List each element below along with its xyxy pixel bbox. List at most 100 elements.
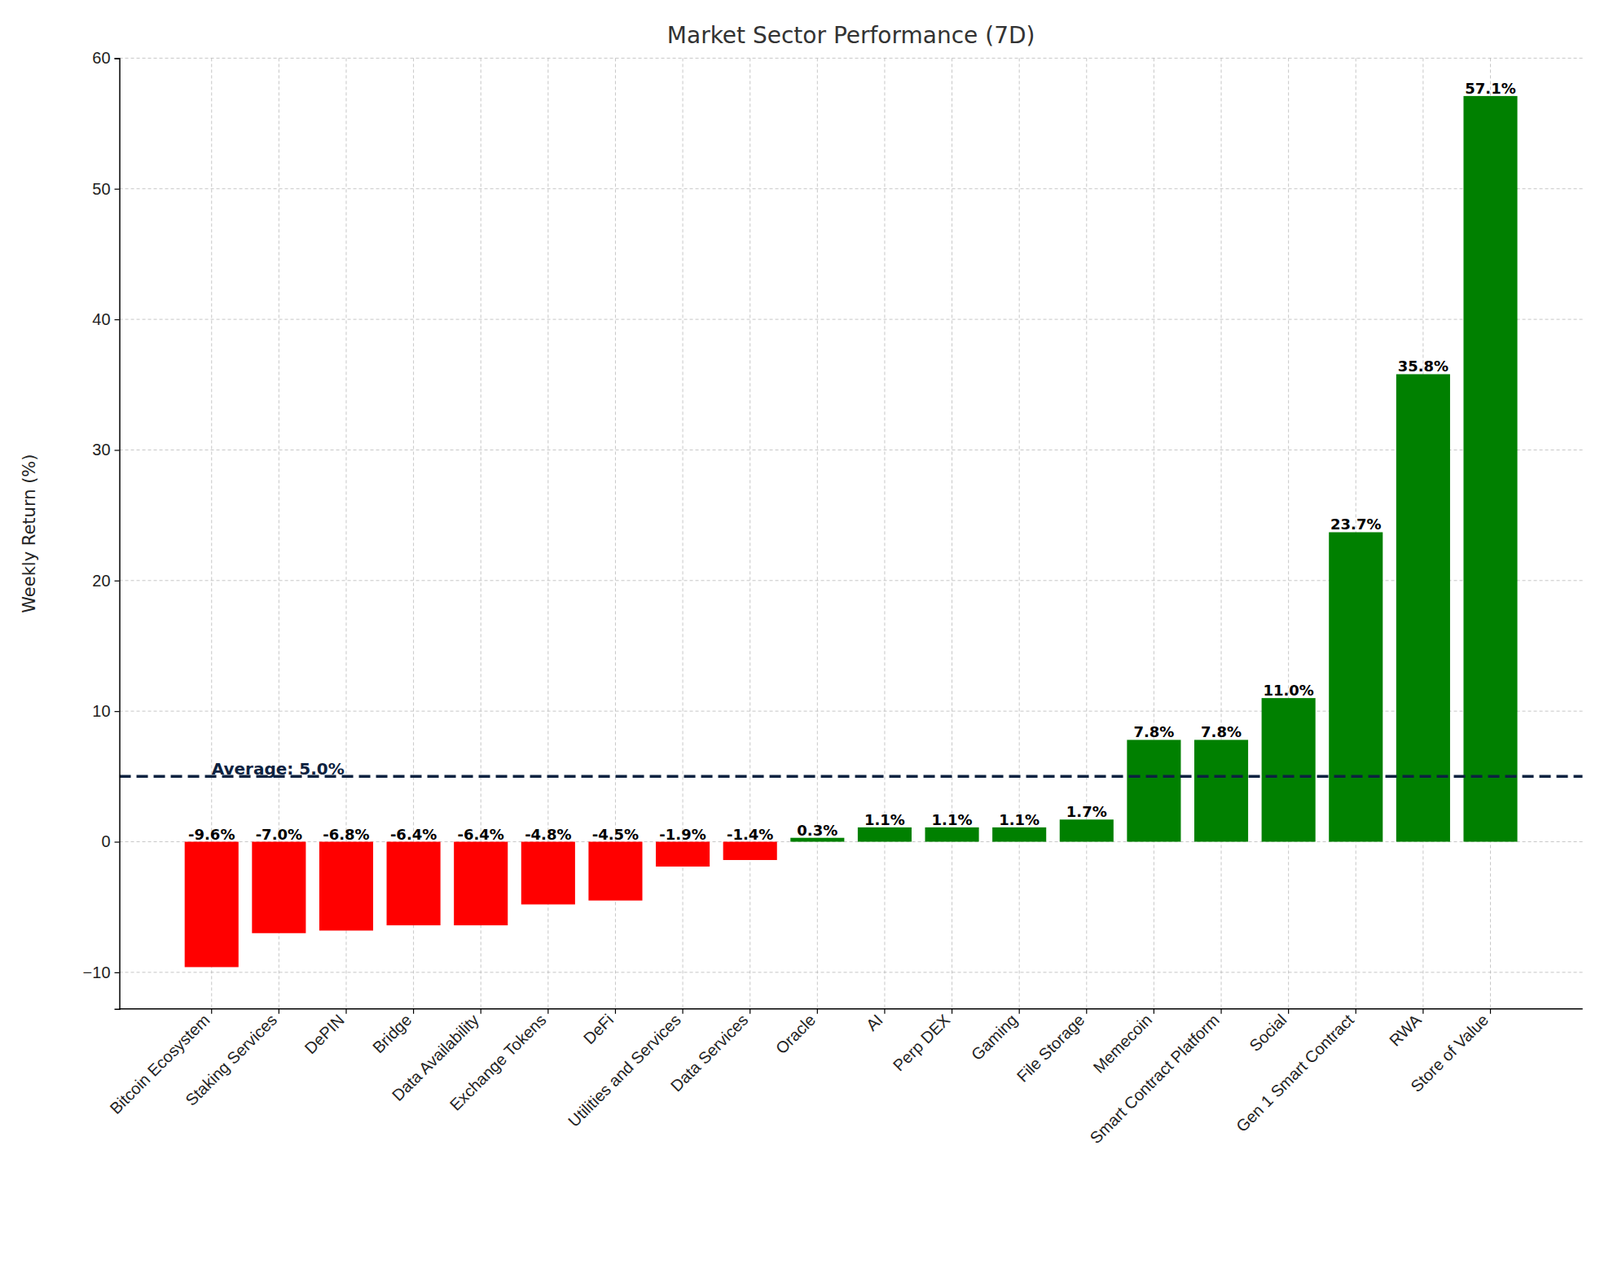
x-tick-label: AI	[862, 1010, 887, 1035]
y-tick: −10	[83, 963, 120, 982]
bar	[453, 842, 508, 927]
y-tick-mark	[114, 580, 120, 582]
bar	[1194, 739, 1249, 842]
x-tick: Staking Services	[181, 1009, 281, 1110]
y-tick: 0	[101, 832, 119, 851]
x-tick: Gen 1 Smart Contract	[1232, 1009, 1358, 1136]
x-tick: Social	[1245, 1009, 1290, 1055]
x-tick-label: Memecoin	[1089, 1010, 1156, 1077]
data-label: -6.4%	[457, 826, 505, 844]
y-tick-label: 50	[92, 180, 110, 198]
x-tick: DePIN	[301, 1009, 348, 1058]
x-tick-mark	[615, 1009, 616, 1015]
average-label: Average: 5.0%	[211, 759, 345, 779]
y-tick-label: 10	[92, 702, 110, 721]
data-label: -9.6%	[188, 826, 235, 844]
bar	[1059, 819, 1114, 842]
y-tick-mark	[114, 189, 120, 190]
x-tick: Smart Contract Platform	[1086, 1009, 1223, 1148]
y-tick: 30	[92, 440, 119, 459]
y-tick-label: 30	[92, 440, 110, 459]
y-tick-mark	[114, 711, 120, 713]
bar	[1261, 698, 1316, 842]
x-tick: Bridge	[369, 1009, 415, 1058]
x-tick-mark	[951, 1009, 953, 1015]
data-label: 1.1%	[864, 811, 906, 829]
grid	[119, 57, 1583, 1009]
x-tick: Data Services	[667, 1009, 752, 1096]
x-tick-label: DePIN	[301, 1010, 348, 1058]
x-tick-label: File Storage	[1013, 1010, 1089, 1086]
x-tick-mark	[883, 1009, 885, 1015]
grid-line	[119, 971, 1583, 973]
x-tick: Utilities and Services	[564, 1009, 685, 1131]
x-tick: Perp DEX	[889, 1009, 954, 1076]
y-tick: 10	[92, 702, 119, 721]
y-axis: −10 0 10 20 30 40 50 60	[83, 48, 120, 1010]
x-tick-label: Oracle	[772, 1010, 819, 1058]
grid-line	[119, 449, 1583, 451]
x-tick-mark	[817, 1009, 818, 1015]
x-tick-mark	[480, 1009, 482, 1015]
y-tick-mark	[114, 319, 120, 321]
x-tick-mark	[278, 1009, 280, 1015]
y-tick-mark	[114, 449, 120, 451]
y-tick-label: −10	[83, 963, 111, 982]
grid-line	[1287, 57, 1289, 1009]
grid-line	[749, 57, 751, 1009]
y-tick: 50	[92, 180, 119, 198]
x-tick-mark	[210, 1009, 212, 1015]
x-tick-label: Smart Contract Platform	[1086, 1010, 1223, 1148]
y-tick: 60	[92, 48, 119, 67]
x-tick-mark	[1287, 1009, 1289, 1015]
x-tick-label: Perp DEX	[889, 1010, 954, 1075]
y-tick-mark	[114, 57, 120, 59]
y-tick: 40	[92, 310, 119, 329]
bar	[1463, 96, 1517, 843]
x-tick: File Storage	[1013, 1009, 1089, 1086]
x-tick: Oracle	[772, 1009, 819, 1058]
x-tick-mark	[749, 1009, 751, 1015]
bar	[521, 842, 576, 906]
y-tick-label: 20	[92, 571, 110, 590]
x-tick-label: Staking Services	[181, 1010, 281, 1110]
title: Market Sector Performance (7D)	[667, 21, 1036, 49]
grid-line	[119, 319, 1583, 321]
data-label: 7.8%	[1133, 723, 1174, 741]
grid-line	[1019, 57, 1020, 1009]
x-tick-label: Bridge	[369, 1010, 415, 1057]
data-label: -7.0%	[255, 826, 303, 844]
grid-line	[119, 57, 1583, 59]
data-label: 7.8%	[1200, 723, 1242, 741]
grid-line	[1153, 57, 1155, 1009]
bar	[319, 842, 374, 932]
data-label: 57.1%	[1464, 79, 1516, 97]
y-tick-mark	[114, 972, 120, 974]
bar	[723, 842, 778, 861]
bars	[184, 96, 1518, 968]
x-tick: Exchange Tokens	[446, 1009, 550, 1115]
grid-line	[951, 57, 953, 1009]
y-axis-line	[114, 58, 121, 1010]
bar	[1328, 531, 1383, 842]
grid-line	[817, 57, 818, 1009]
x-tick-mark	[1422, 1009, 1424, 1015]
x-tick-label: Utilities and Services	[564, 1010, 685, 1131]
x-tick: AI	[862, 1009, 887, 1035]
x-tick-mark	[1153, 1009, 1155, 1015]
x-tick: DeFi	[580, 1009, 617, 1049]
x-tick-label: Exchange Tokens	[446, 1010, 550, 1115]
x-tick-label: Store of Value	[1406, 1010, 1492, 1096]
data-label: 11.0%	[1262, 681, 1314, 699]
x-tick: Store of Value	[1406, 1009, 1492, 1096]
data-labels: -9.6%-7.0%-6.8%-6.4%-6.4%-4.8%-4.5%-1.9%…	[188, 79, 1517, 844]
grid-line	[1221, 57, 1222, 1009]
data-label: 1.7%	[1066, 803, 1108, 821]
bar	[588, 842, 642, 902]
x-tick-label: Social	[1245, 1010, 1290, 1055]
data-label: -4.8%	[524, 826, 572, 844]
bar	[1126, 739, 1181, 842]
chart: Average: 5.0%-9.6%-7.0%-6.8%-6.4%-6.4%-4…	[0, 0, 1600, 1286]
x-tick: RWA	[1385, 1009, 1425, 1051]
x-tick-mark	[547, 1009, 549, 1015]
